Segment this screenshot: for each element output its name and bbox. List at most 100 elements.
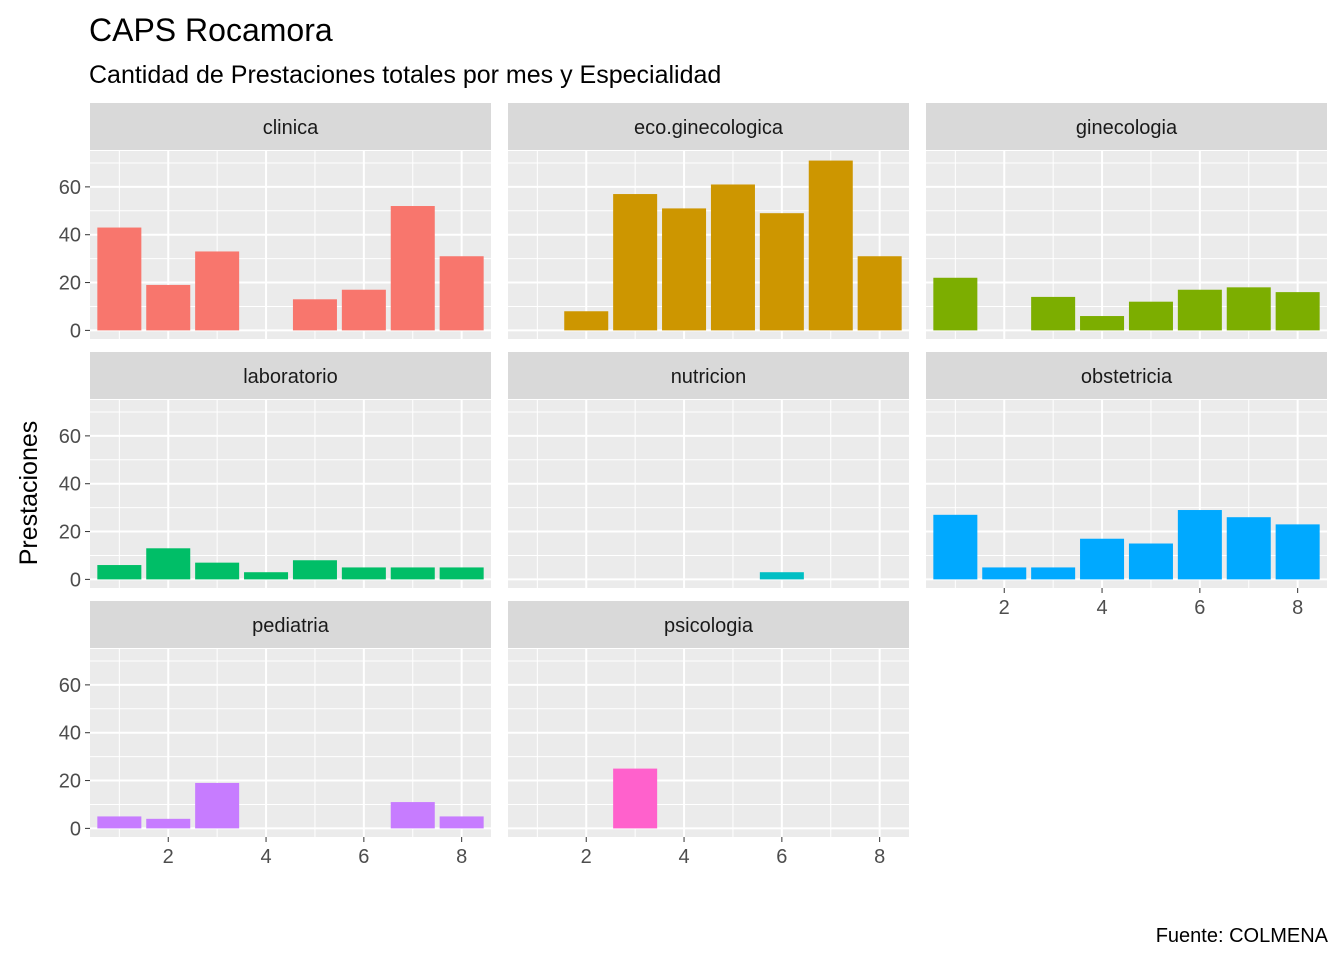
y-tick-label: 20 [59,771,81,793]
bar [564,311,609,331]
bar [146,818,191,829]
bar [292,560,337,580]
facet-strip-label: ginecologia [1076,117,1178,139]
bar [808,160,853,331]
bar [1080,538,1125,580]
bar [195,782,240,829]
x-tick-label: 2 [581,846,592,868]
bar [1275,292,1320,331]
x-tick-label: 4 [260,846,271,868]
facet-strip-label: clinica [263,117,319,139]
chart-subtitle: Cantidad de Prestaciones totales por mes… [89,61,721,89]
bar [1031,567,1076,580]
bar [613,194,658,331]
x-tick-label: 2 [163,846,174,868]
facet-strip [90,601,491,648]
bar [759,572,804,580]
bar [1128,543,1173,580]
y-tick-label: 40 [59,225,81,247]
bar [146,284,191,331]
facet-panel-laboratorio: laboratorio 0 20 40 60 [59,352,491,591]
facet-panel-obstetricia: obstetricia 2 4 6 8 [926,352,1327,619]
y-tick-label: 60 [59,426,81,448]
facet-strip [926,352,1327,399]
facet-panel-clinica: clinica 0 20 40 60 [59,103,491,342]
bar [1275,524,1320,580]
facet-strip-label: laboratorio [243,366,338,388]
bar [292,299,337,331]
x-tick-label: 4 [678,846,689,868]
bar [662,208,707,331]
facet-strip-label: eco.ginecologica [634,117,784,139]
bar [439,816,484,829]
x-tick-label: 6 [1194,597,1205,619]
bar [1080,316,1125,331]
y-tick-label: 60 [59,177,81,199]
bar [933,514,978,580]
bar [1128,301,1173,331]
facet-panel-nutricion: nutricion [508,352,909,588]
bar [390,567,435,580]
y-tick-label: 0 [70,320,81,342]
x-tick-label: 8 [874,846,885,868]
x-tick-label: 6 [776,846,787,868]
bar [933,277,978,331]
bar [1031,296,1076,331]
bar [244,572,289,580]
facet-strip-label: pediatria [252,615,330,637]
bar [1226,517,1271,580]
x-tick-label: 6 [358,846,369,868]
facet-strip [508,103,909,150]
chart-title: CAPS Rocamora [89,12,333,48]
facet-panel-psicologia: psicologia 2 4 6 8 [508,601,909,868]
y-axis-title: Prestaciones [15,421,43,566]
bar [97,227,142,331]
facet-panel-eco-ginecologica: eco.ginecologica [508,103,909,339]
bar [341,567,386,580]
y-tick-label: 0 [70,818,81,840]
bar [390,206,435,331]
bar [97,565,142,580]
panel-background [508,400,909,588]
chart-caption: Fuente: COLMENA [1156,925,1329,947]
bar [710,184,755,331]
facet-strip [90,352,491,399]
bar [195,251,240,331]
facet-panel-pediatria: pediatria 0 20 40 60 2 4 6 8 [59,601,491,868]
y-tick-label: 40 [59,723,81,745]
bar [439,256,484,331]
bar [390,802,435,829]
bar [1226,287,1271,331]
facet-strip [926,103,1327,150]
y-tick-label: 60 [59,675,81,697]
bar [341,289,386,331]
bar [857,256,902,331]
facet-strip-label: psicologia [664,615,754,637]
bar [97,816,142,829]
facet-strip [508,352,909,399]
bar [982,567,1027,580]
y-tick-label: 20 [59,273,81,295]
facet-panel-ginecologia: ginecologia [926,103,1327,339]
bar [1177,289,1222,331]
x-tick-label: 4 [1096,597,1107,619]
facet-strip-label: obstetricia [1081,366,1173,388]
bar [613,768,658,829]
y-tick-label: 20 [59,522,81,544]
y-tick-label: 40 [59,474,81,496]
bar [1177,510,1222,580]
bar [195,562,240,580]
x-tick-label: 8 [456,846,467,868]
bar [146,548,191,580]
facet-strip [90,103,491,150]
y-tick-label: 0 [70,569,81,591]
panel-background [508,649,909,837]
facet-strip [508,601,909,648]
bar [759,213,804,331]
facet-strip-label: nutricion [671,366,747,388]
x-tick-label: 8 [1292,597,1303,619]
bar [439,567,484,580]
x-tick-label: 2 [999,597,1010,619]
